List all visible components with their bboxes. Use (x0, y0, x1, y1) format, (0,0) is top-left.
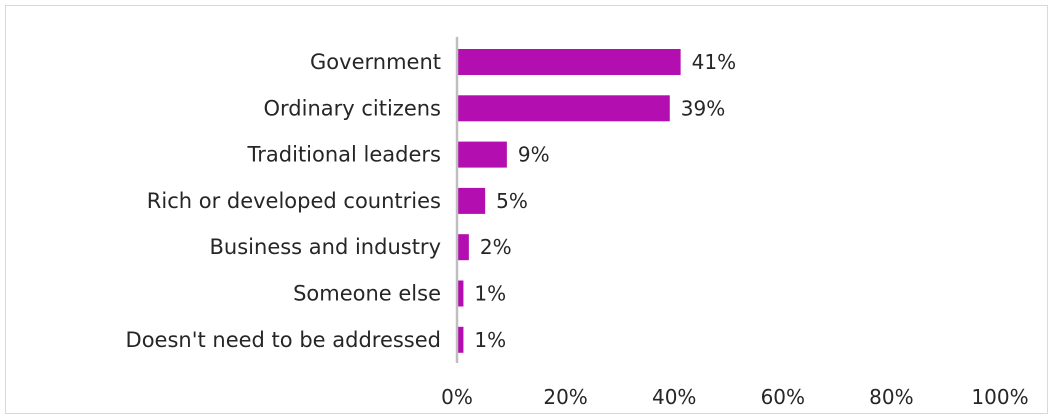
data-label: 39% (681, 96, 725, 120)
data-label: 41% (692, 50, 736, 74)
data-label: 2% (480, 235, 512, 259)
data-label: 5% (496, 189, 528, 213)
x-tick-label: 40% (652, 385, 696, 409)
axis-layer: 0% 20% 40% 60% 80% 100% (441, 37, 1028, 409)
data-label: 1% (474, 282, 506, 306)
bar (458, 327, 463, 353)
bar (458, 188, 485, 214)
category-label: Government (310, 50, 441, 74)
bars-layer (458, 49, 681, 353)
data-label: 1% (474, 328, 506, 352)
category-label: Rich or developed countries (147, 189, 441, 213)
category-label: Business and industry (210, 235, 441, 259)
x-tick-label: 0% (441, 385, 473, 409)
bar (458, 234, 469, 260)
data-label: 9% (518, 143, 550, 167)
category-label: Doesn't need to be addressed (126, 328, 441, 352)
bar (458, 142, 507, 168)
x-tick-label: 80% (869, 385, 913, 409)
bar (458, 281, 463, 307)
bar (458, 95, 670, 121)
labels-layer: Government 41% Ordinary citizens 39% Traditi… (126, 50, 737, 352)
category-label: Traditional leaders (247, 143, 441, 167)
category-label: Someone else (293, 282, 441, 306)
x-tick-label: 100% (971, 385, 1028, 409)
x-tick-label: 60% (761, 385, 805, 409)
x-tick-label: 20% (543, 385, 587, 409)
bar (458, 49, 681, 75)
category-label: Ordinary citizens (263, 96, 441, 120)
